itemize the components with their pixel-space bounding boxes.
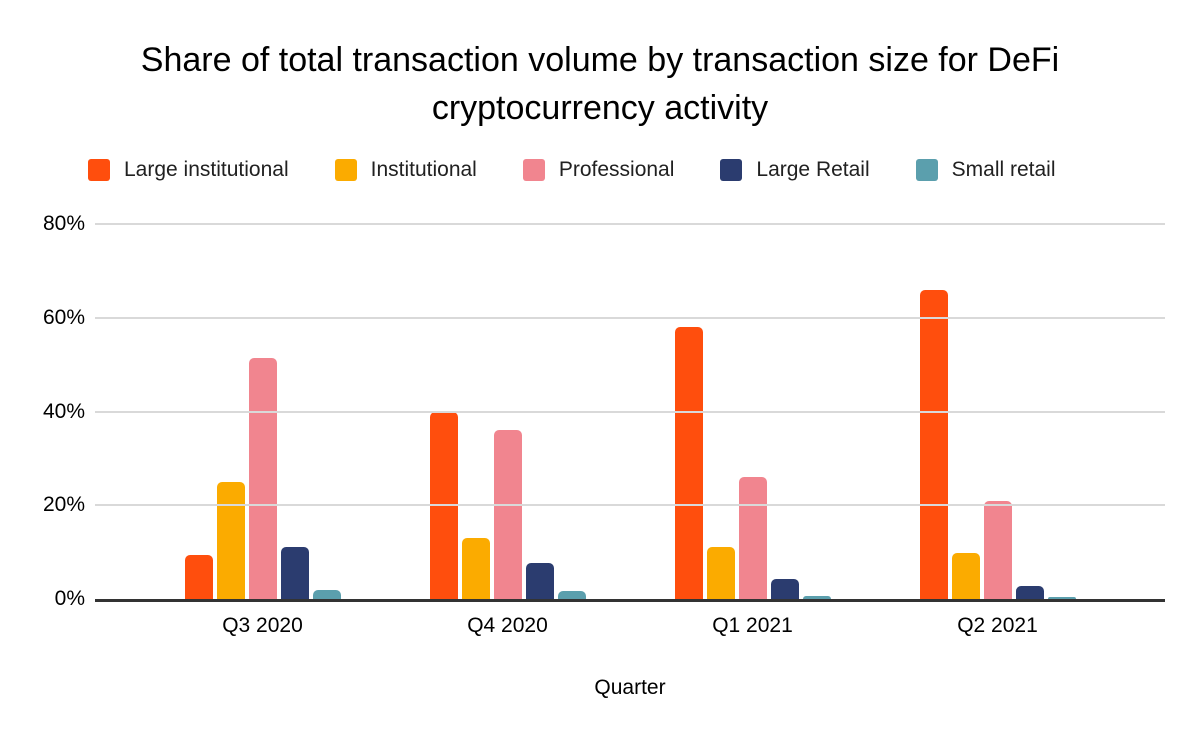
bar-q3-2020-professional <box>248 357 277 599</box>
y-tick-label-80-: 80% <box>42 212 85 235</box>
bar-q2-2021-large-institutional <box>919 289 948 599</box>
bar-q1-2021-large-institutional <box>674 327 703 599</box>
legend-label-large-retail: Large Retail <box>756 158 870 181</box>
legend-swatch-institutional <box>334 159 357 181</box>
x-tick-label-q2-2021: Q2 2021 <box>957 614 1038 637</box>
legend-item-large-retail: Large Retail <box>720 158 870 182</box>
legend-label-institutional: Institutional <box>370 158 477 181</box>
plot-area <box>95 223 1165 602</box>
bar-q4-2020-institutional <box>461 538 490 599</box>
y-axis-tick-labels: 0% 20% 40% 60% 80% <box>10 0 85 742</box>
legend-item-small-retail: Small retail <box>915 158 1056 182</box>
x-axis-tick-labels: Q3 2020 Q4 2020 Q1 2021 Q2 2021 <box>95 614 1165 638</box>
legend-swatch-large-institutional <box>88 159 110 181</box>
y-tick-label-40-: 40% <box>42 399 85 423</box>
legend-item-professional: Professional <box>522 158 675 182</box>
chart-title: Share of total transaction volume by tra… <box>0 36 1200 132</box>
bar-q3-2020-large-retail <box>280 547 309 599</box>
gridline-40- <box>95 410 1165 413</box>
y-tick-label-0-: 0% <box>54 587 85 610</box>
bar-q3-2020-small-retail <box>312 589 341 599</box>
legend: Large institutional Institutional Professi… <box>88 158 1056 182</box>
gridline-60- <box>95 316 1165 319</box>
x-tick-label-q4-2020: Q4 2020 <box>467 614 548 637</box>
chart-title-text: Share of total transaction volume by tra… <box>140 41 1060 127</box>
bar-q1-2021-professional <box>738 477 767 599</box>
bar-q4-2020-small-retail <box>557 590 586 599</box>
legend-label-large-institutional: Large institutional <box>124 158 289 181</box>
legend-swatch-professional <box>522 159 545 181</box>
legend-item-institutional: Institutional <box>334 158 477 182</box>
bar-q2-2021-small-retail <box>1047 596 1076 599</box>
legend-label-professional: Professional <box>558 158 675 181</box>
legend-item-large-institutional: Large institutional <box>88 158 289 182</box>
bar-q2-2021-professional <box>983 500 1012 599</box>
bar-q1-2021-institutional <box>706 547 735 599</box>
bar-q4-2020-large-retail <box>525 563 554 599</box>
gridline-80- <box>95 223 1165 225</box>
legend-swatch-large-retail <box>720 159 743 181</box>
bar-group-q2-2021 <box>875 224 1120 599</box>
y-tick-label-60-: 60% <box>42 305 85 329</box>
x-tick-label-q1-2021: Q1 2021 <box>712 614 793 637</box>
x-axis-title: Quarter <box>594 676 666 699</box>
bar-q2-2021-institutional <box>951 553 980 599</box>
bar-q3-2020-institutional <box>216 481 245 599</box>
y-tick-label-20-: 20% <box>42 493 85 517</box>
bar-group-q3-2020 <box>140 224 385 599</box>
legend-label-small-retail: Small retail <box>951 158 1056 181</box>
bar-q4-2020-professional <box>493 430 522 599</box>
gridline-20- <box>95 504 1165 507</box>
bar-q1-2021-small-retail <box>802 596 831 599</box>
bar-q1-2021-large-retail <box>770 578 799 599</box>
legend-swatch-small-retail <box>915 159 938 181</box>
x-tick-label-q3-2020: Q3 2020 <box>222 614 303 637</box>
bar-q3-2020-large-institutional <box>184 554 213 599</box>
bar-q2-2021-large-retail <box>1015 586 1044 599</box>
bar-group-q1-2021 <box>630 224 875 599</box>
